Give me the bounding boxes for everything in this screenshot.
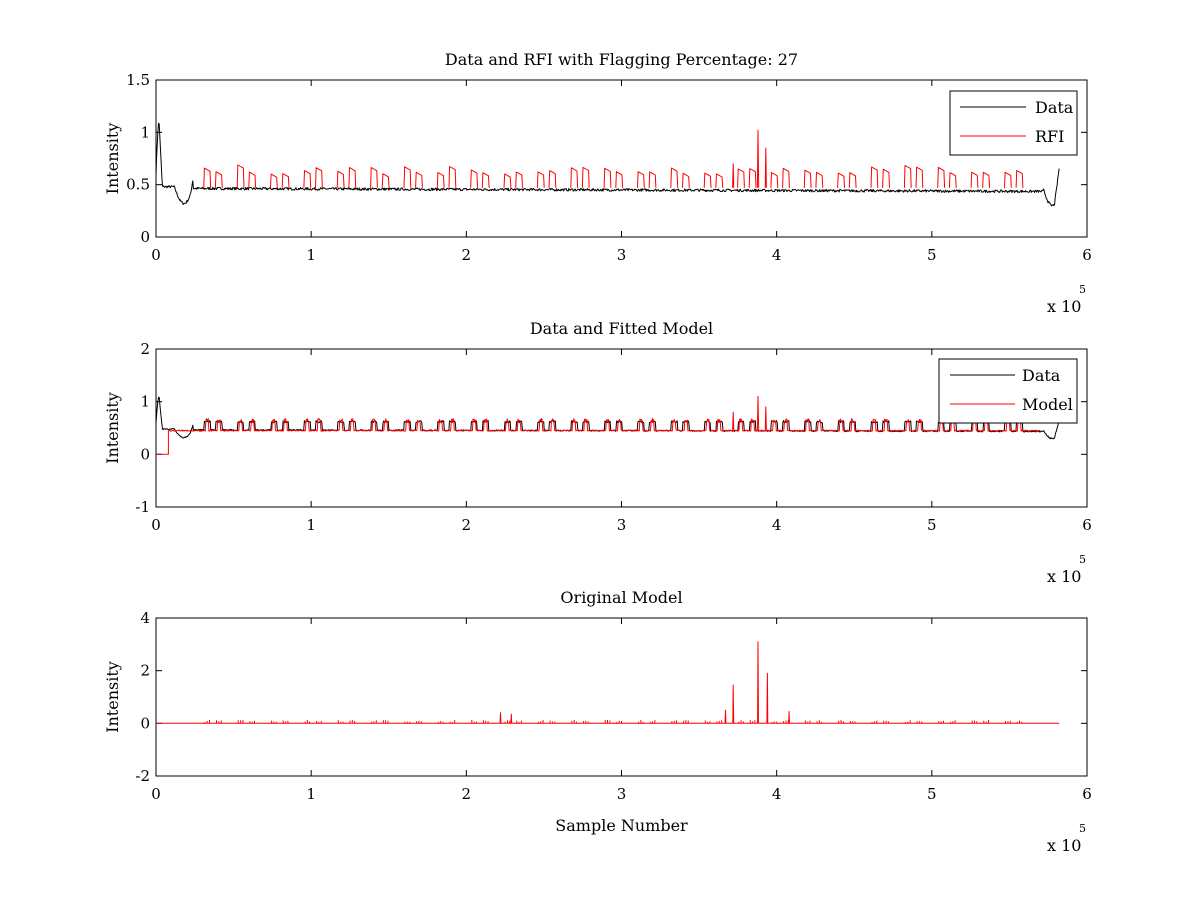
y-tick-label: 0 [140,228,150,246]
legend-box [938,358,1078,424]
x-multiplier: x 10 [1047,567,1081,586]
y-tick-label: 1 [140,393,150,411]
legend-label: RFI [1035,127,1064,146]
legend-label: Model [1022,395,1073,414]
x-tick-label: 5 [927,246,937,264]
y-tick-label: -1 [135,498,150,516]
series-line-model [156,641,1060,724]
subplot-title: Data and Fitted Model [530,319,713,338]
y-tick-label: -2 [135,767,150,785]
plot-area [156,395,1060,455]
axes-box [155,617,1088,777]
x-tick-label: 6 [1082,785,1092,803]
y-tick-label: 2 [140,340,150,358]
x-tick-label: 6 [1082,516,1092,534]
legend-box [949,90,1078,156]
x-tick-label: 2 [462,785,472,803]
series-line-data [156,122,1060,207]
series-line-rfi [203,129,1024,188]
subplot-1: Data and RFI with Flagging Percentage: 2… [103,50,1092,316]
y-axis-label: Intensity [103,392,122,464]
x-axis-label: Sample Number [555,816,688,835]
y-tick-label: 4 [140,609,150,627]
y-axis-label: Intensity [103,661,122,733]
axes-box [155,79,1088,238]
subplot-title: Data and RFI with Flagging Percentage: 2… [445,50,798,69]
x-tick-label: 1 [306,246,316,264]
legend-label: Data [1022,366,1061,385]
x-tick-label: 3 [617,516,627,534]
x-tick-label: 0 [151,516,161,534]
plot-area [156,122,1060,207]
x-multiplier: x 10 [1047,836,1081,855]
legend: Data Model [938,358,1078,424]
x-tick-label: 3 [617,785,627,803]
x-tick-label: 5 [927,785,937,803]
x-tick-label: 4 [772,516,782,534]
y-tick-label: 1.5 [126,71,150,89]
subplot-title: Original Model [560,588,682,607]
y-tick-label: 2 [140,662,150,680]
x-tick-label: 2 [462,246,472,264]
series-line-model [156,395,1041,455]
x-tick-label: 5 [927,516,937,534]
x-multiplier-exponent: 5 [1079,553,1086,566]
y-tick-label: 0.5 [126,176,150,194]
x-tick-label: 1 [306,785,316,803]
y-tick-label: 0 [140,714,150,732]
plot-area [156,641,1060,724]
x-tick-label: 0 [151,246,161,264]
x-tick-label: 4 [772,785,782,803]
y-tick-label: 0 [140,445,150,463]
legend: Data RFI [949,90,1078,156]
x-tick-label: 6 [1082,246,1092,264]
x-tick-label: 2 [462,516,472,534]
x-tick-label: 3 [617,246,627,264]
x-tick-label: 1 [306,516,316,534]
x-tick-label: 4 [772,246,782,264]
x-multiplier: x 10 [1047,297,1081,316]
x-tick-label: 0 [151,785,161,803]
legend-label: Data [1035,98,1074,117]
x-multiplier-exponent: 5 [1079,283,1086,296]
x-multiplier-exponent: 5 [1079,822,1086,835]
y-tick-label: 1 [140,123,150,141]
y-axis-label: Intensity [103,123,122,195]
